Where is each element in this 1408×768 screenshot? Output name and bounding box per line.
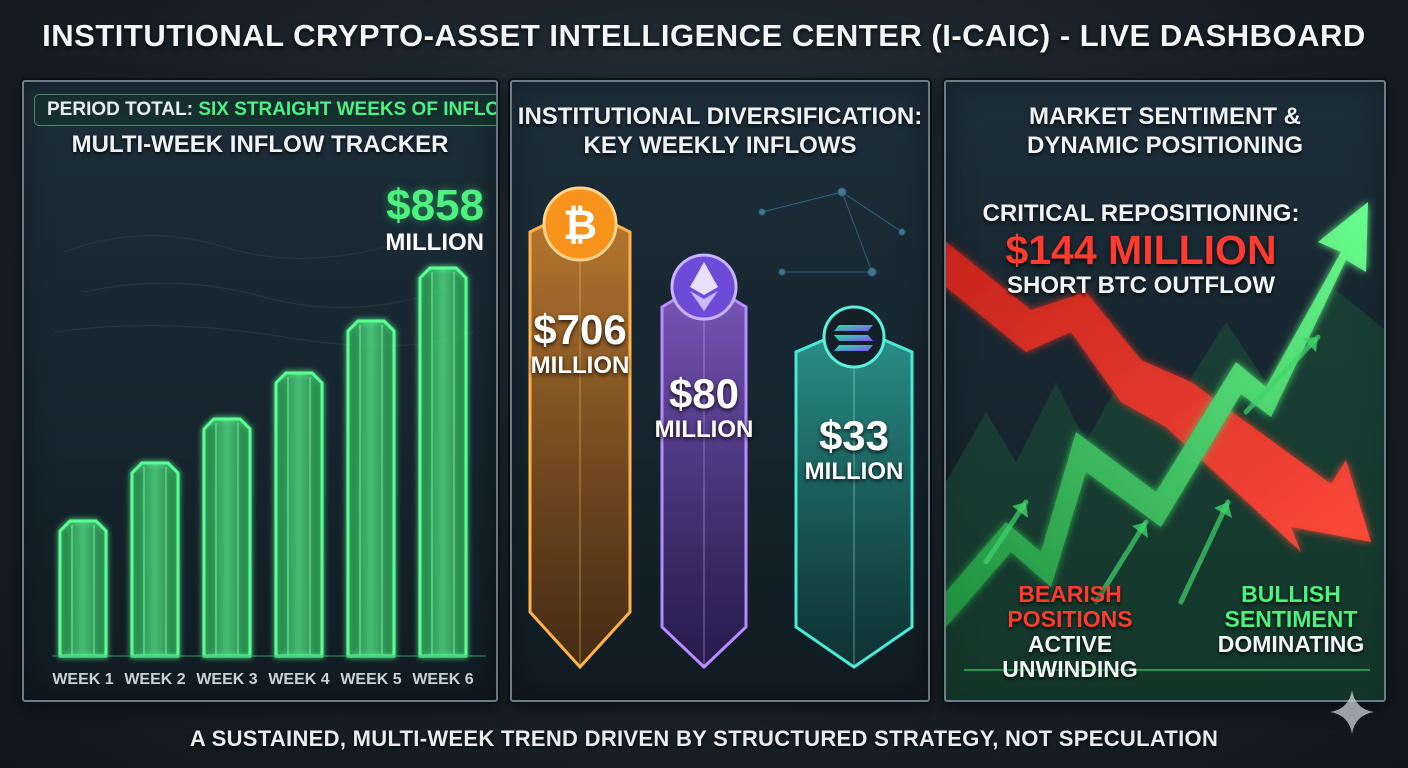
btc-column: [528, 205, 632, 670]
repositioning-value: $144 MILLION: [1005, 227, 1277, 273]
sol-column: [794, 325, 914, 669]
week-tick-label: WEEK 3: [196, 671, 257, 688]
diversification-heading-2: KEY WEEKLY INFLOWS: [583, 132, 857, 159]
sentiment-arrows: [946, 202, 1384, 700]
inflow-bar-chart: WEEK 1 WEEK 2 WEEK 3 WEEK 4 WEEK 5 WEEK 6: [52, 235, 486, 688]
inflow-tracker-panel: WEEK 1 WEEK 2 WEEK 3 WEEK 4 WEEK 5 WEEK 6 PER…: [22, 80, 498, 702]
bullish-line-3: DOMINATING: [1217, 631, 1365, 657]
svg-text:₿: ₿: [563, 200, 597, 249]
bearish-line-1: BEARISH: [1018, 581, 1122, 607]
bullish-up-arrow: [946, 202, 1368, 627]
bitcoin-icon: ₿: [542, 186, 618, 262]
bullish-line-2: SENTIMENT: [1224, 606, 1358, 632]
week-tick-label: WEEK 5: [340, 671, 401, 688]
period-total-value: SIX STRAIGHT WEEKS OF INFLOWS: [198, 99, 498, 120]
eth-column: [660, 280, 748, 670]
total-inflow-unit: MILLION: [385, 229, 484, 256]
week-tick-label: WEEK 2: [124, 671, 185, 688]
inflow-bar: [130, 461, 180, 658]
bearish-line-2: POSITIONS: [1007, 606, 1133, 632]
sentiment-heading-2: DYNAMIC POSITIONING: [1026, 132, 1303, 159]
bearish-caption: BEARISH POSITIONS ACTIVE UNWINDING: [960, 582, 1180, 682]
dashboard-title: INSTITUTIONAL CRYPTO-ASSET INTELLIGENCE …: [42, 18, 1366, 53]
dashboard-footer: A SUSTAINED, MULTI-WEEK TREND DRIVEN BY …: [189, 726, 1219, 751]
sentiment-panel: MARKET SENTIMENT & DYNAMIC POSITIONING C…: [944, 80, 1386, 702]
sol-inflow-unit: MILLION: [804, 458, 904, 485]
repositioning-label: CRITICAL REPOSITIONING:: [982, 200, 1300, 227]
bearish-down-arrow: [946, 242, 1371, 552]
eth-inflow-label: $80 MILLION: [649, 372, 759, 444]
bullish-line-1: BULLISH: [1241, 581, 1341, 607]
solana-icon: [822, 305, 886, 369]
sparkle-icon: [1330, 690, 1374, 734]
eth-inflow-unit: MILLION: [654, 416, 754, 443]
sol-inflow-label: $33 MILLION: [794, 414, 914, 486]
sol-inflow-value: $33: [818, 412, 890, 459]
inflow-tracker-heading: MULTI-WEEK INFLOW TRACKER: [71, 131, 449, 158]
period-total-badge: PERIOD TOTAL: SIX STRAIGHT WEEKS OF INFL…: [34, 94, 498, 126]
week-tick-label: WEEK 6: [412, 671, 473, 688]
repositioning-callout: CRITICAL REPOSITIONING: $144 MILLION SHO…: [946, 200, 1360, 300]
total-inflow-callout: $858 MILLION: [385, 182, 484, 256]
btc-inflow-unit: MILLION: [530, 352, 630, 379]
repositioning-desc: SHORT BTC OUTFLOW: [1007, 272, 1275, 299]
btc-inflow-label: $706 MILLION: [520, 308, 640, 380]
inflow-bar: [346, 319, 396, 658]
ethereum-icon: [670, 253, 738, 321]
inflow-bar: [58, 519, 108, 658]
total-inflow-value: $858: [386, 181, 484, 230]
inflow-bar: [418, 266, 468, 658]
eth-inflow-value: $80: [668, 370, 740, 417]
period-total-label: PERIOD TOTAL:: [47, 99, 194, 120]
week-tick-label: WEEK 1: [52, 671, 113, 688]
sentiment-heading-1: MARKET SENTIMENT &: [1029, 103, 1301, 130]
bullish-caption: BULLISH SENTIMENT DOMINATING: [1208, 582, 1374, 657]
diversification-heading-1: INSTITUTIONAL DIVERSIFICATION:: [517, 103, 923, 130]
diversification-panel: ₿ INSTITUTIONAL DIVERSIFICATION: KEY WEE…: [510, 80, 930, 702]
week-tick-label: WEEK 4: [268, 671, 329, 688]
inflow-bar: [274, 371, 324, 658]
inflow-bar: [202, 417, 252, 658]
btc-inflow-value: $706: [533, 306, 627, 353]
asset-inflow-columns: ₿: [528, 186, 914, 670]
bearish-line-3: ACTIVE UNWINDING: [1002, 631, 1138, 682]
